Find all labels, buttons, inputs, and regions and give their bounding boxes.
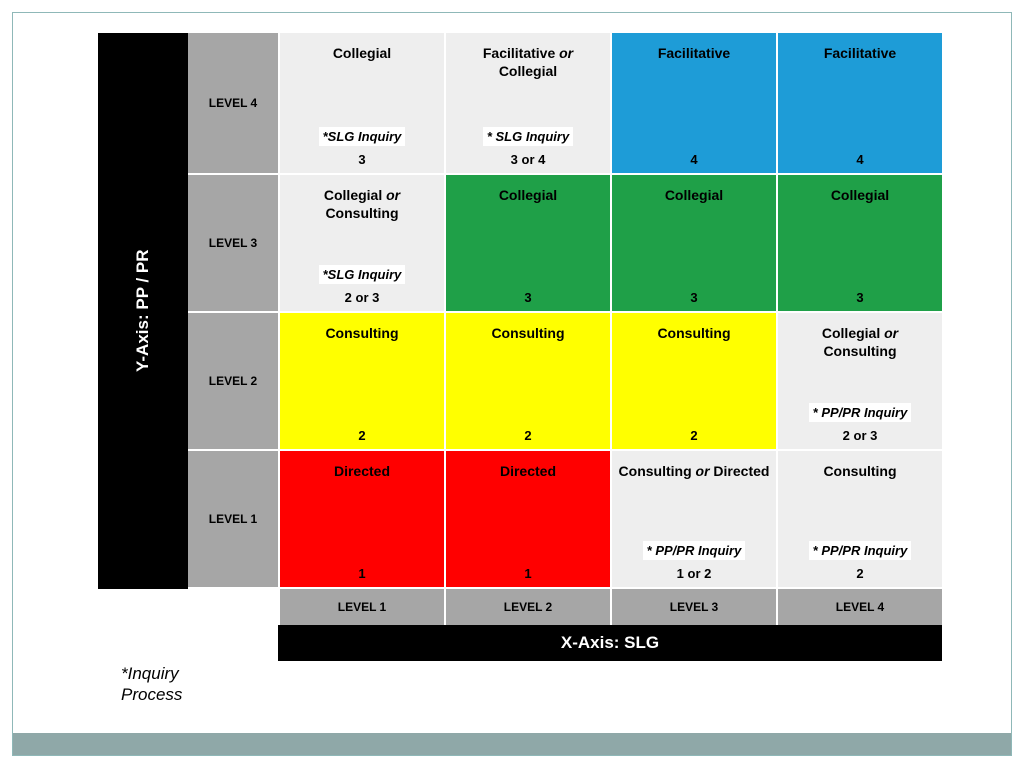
cell-number: 3 [784,290,936,305]
cell-number: 3 [286,152,438,167]
cell-inquiry: * PP/PR Inquiry [809,541,912,560]
cell-title: Facilitative [784,45,936,63]
y-axis-label: Y-Axis: PP / PR [98,33,188,589]
cell-number: 2 [286,428,438,443]
matrix-cell: Consulting 2 [444,313,610,451]
row-label: LEVEL 4 [188,33,278,175]
cell-title: Consulting [452,325,604,343]
cell-number: 2 [618,428,770,443]
cell-number: 4 [784,152,936,167]
cell-title: Consulting [784,463,936,481]
row-label: LEVEL 1 [188,451,278,589]
footer-bar [13,733,1011,755]
cell-title: Collegial or Consulting [784,325,936,360]
cell-number: 1 [286,566,438,581]
x-axis-label: X-Axis: SLG [278,625,942,661]
cell-title: Consulting or Directed [618,463,770,481]
spacer [98,589,278,625]
cell-title: Facilitative or Collegial [452,45,604,80]
cell-number: 3 [618,290,770,305]
cell-number: 3 [452,290,604,305]
matrix-cell: Collegial 3 [610,175,776,313]
cell-title: Collegial or Consulting [286,187,438,222]
spacer [98,625,278,661]
matrix-cell: Consulting or Directed * PP/PR Inquiry 1 o… [610,451,776,589]
matrix-cell: Collegial *SLG Inquiry 3 [278,33,444,175]
col-label: LEVEL 1 [278,589,444,625]
cell-number: 1 [452,566,604,581]
row-label: LEVEL 2 [188,313,278,451]
cell-title: Directed [286,463,438,481]
matrix-cell: Facilitative 4 [610,33,776,175]
matrix-cell: Consulting * PP/PR Inquiry 2 [776,451,942,589]
cell-inquiry: * PP/PR Inquiry [643,541,746,560]
cell-number: 2 or 3 [286,290,438,305]
matrix-cell: Collegial 3 [444,175,610,313]
matrix-cell: Collegial or Consulting * PP/PR Inquiry 2 … [776,313,942,451]
cell-title: Facilitative [618,45,770,63]
matrix-cell: Facilitative 4 [776,33,942,175]
matrix-cell: Consulting 2 [610,313,776,451]
cell-inquiry: * PP/PR Inquiry [809,403,912,422]
cell-number: 3 or 4 [452,152,604,167]
cell-title: Collegial [618,187,770,205]
cell-number: 2 [784,566,936,581]
cell-title: Collegial [784,187,936,205]
cell-inquiry: *SLG Inquiry [319,265,406,284]
cell-number: 4 [618,152,770,167]
cell-number: 1 or 2 [618,566,770,581]
row-label: LEVEL 3 [188,175,278,313]
footnote-inquiry: *InquiryProcess [121,663,182,706]
matrix-cell: Consulting 2 [278,313,444,451]
cell-title: Consulting [286,325,438,343]
matrix-cell: Collegial or Consulting *SLG Inquiry 2 or … [278,175,444,313]
col-label: LEVEL 2 [444,589,610,625]
matrix-cell: Directed 1 [444,451,610,589]
matrix-wrapper: Y-Axis: PP / PR LEVEL 4 Collegial *SLG Inq… [98,33,943,661]
cell-title: Directed [452,463,604,481]
matrix-cell: Directed 1 [278,451,444,589]
matrix-grid: Y-Axis: PP / PR LEVEL 4 Collegial *SLG Inq… [98,33,943,661]
cell-title: Collegial [452,187,604,205]
cell-inquiry: * SLG Inquiry [483,127,573,146]
cell-number: 2 [452,428,604,443]
matrix-cell: Collegial 3 [776,175,942,313]
cell-inquiry: *SLG Inquiry [319,127,406,146]
cell-title: Collegial [286,45,438,63]
matrix-cell: Facilitative or Collegial * SLG Inquiry 3 … [444,33,610,175]
slide-frame: Y-Axis: PP / PR LEVEL 4 Collegial *SLG Inq… [12,12,1012,756]
col-label: LEVEL 3 [610,589,776,625]
cell-title: Consulting [618,325,770,343]
cell-number: 2 or 3 [784,428,936,443]
col-label: LEVEL 4 [776,589,942,625]
